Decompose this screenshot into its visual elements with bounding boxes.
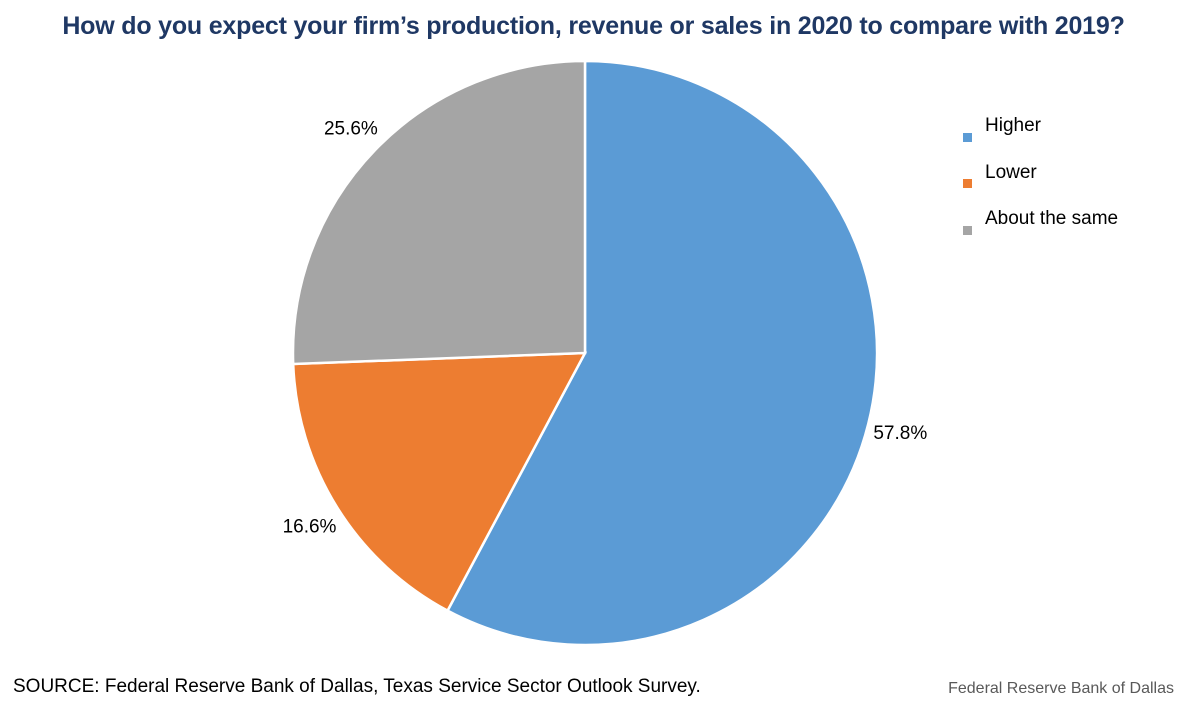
legend-label-higher: Higher [985,115,1041,137]
legend-label-about-the-same: About the same [985,208,1119,230]
legend-item-higher: Higher [963,114,1118,161]
pie-slice-higher [445,59,879,647]
legend-swatch-about-the-same [963,225,972,235]
legend-label-lower: Lower [985,161,1037,183]
data-label-lower: 16.6% [283,516,337,537]
legend-swatch-higher [963,132,972,142]
credit-text: Federal Reserve Bank of Dallas [948,680,1174,697]
pie-slice-lower [291,351,588,613]
legend-item-lower: Lower [963,161,1118,208]
data-label-about-the-same: 25.6% [324,119,378,140]
chart-title: How do you expect your firm’s production… [62,12,1125,40]
legend-swatch-lower [963,179,972,189]
source-note: SOURCE: Federal Reserve Bank of Dallas, … [13,676,701,697]
pie-slice-about-the-same [291,59,587,366]
legend-item-about-the-same: About the same [963,207,1118,254]
legend: Higher Lower About the same [963,114,1118,254]
data-label-higher: 57.8% [873,423,927,444]
